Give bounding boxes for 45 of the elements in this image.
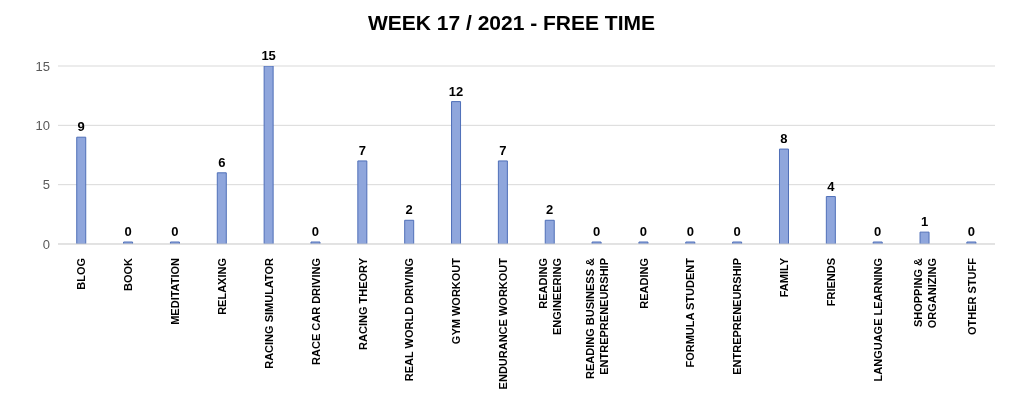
x-tick-label: READING BUSINESS & ENTREPRENEURSHIP xyxy=(583,257,610,380)
data-label: 1 xyxy=(920,214,929,230)
x-tick-label: REAL WORLD DRIVING xyxy=(403,258,416,382)
x-tick-label: BLOG xyxy=(75,258,88,290)
data-label: 2 xyxy=(405,202,413,218)
x-tick-label: RACE CAR DRIVING xyxy=(309,258,322,365)
x-tick-label: FORMULA STUDENT xyxy=(684,257,697,368)
data-label: 8 xyxy=(780,131,788,147)
y-tick-label: 5 xyxy=(42,177,50,193)
data-label: 7 xyxy=(358,142,366,158)
data-label: 4 xyxy=(827,178,836,194)
data-label: 2 xyxy=(546,202,554,218)
x-tick-label: BOOK xyxy=(122,257,135,291)
x-tick-label: ENDURANCE WORKOUT xyxy=(497,257,510,390)
x-tick-label: SHOPPING & ORGANIZING xyxy=(911,257,938,329)
data-label: 15 xyxy=(261,48,276,63)
chart-title: WEEK 17 / 2021 - FREE TIME xyxy=(366,10,657,36)
data-label: 12 xyxy=(448,83,464,99)
x-tick-label: ENTREPRENEURSHIP xyxy=(731,258,744,375)
x-tick-label: LANGUAGE LEARNING xyxy=(871,258,884,382)
x-tick-label: READING ENGINEERING xyxy=(536,258,563,336)
data-label: 0 xyxy=(124,224,132,239)
x-tick-label: OTHER STUFF xyxy=(965,257,978,335)
x-tick-label: FRIENDS xyxy=(825,258,838,307)
data-label: 9 xyxy=(77,119,85,135)
y-tick-label: 10 xyxy=(35,117,50,133)
y-tick-label: 15 xyxy=(35,58,50,74)
data-label: 0 xyxy=(639,224,648,239)
data-label: 7 xyxy=(499,142,507,158)
x-tick-label: MEDITATION xyxy=(169,257,182,325)
data-label: 0 xyxy=(686,224,694,239)
data-label: 0 xyxy=(311,224,320,239)
x-tick-label: READING xyxy=(637,258,650,309)
data-label: 0 xyxy=(592,224,601,239)
x-tick-label: RACING THEORY xyxy=(356,257,369,350)
x-tick-label: FAMILY xyxy=(778,257,791,298)
data-label: 0 xyxy=(967,224,976,239)
data-label: 0 xyxy=(733,224,741,239)
x-tick-label: GYM WORKOUT xyxy=(450,257,463,345)
data-label: 6 xyxy=(218,154,226,170)
x-tick-label: RELAXING xyxy=(215,258,228,315)
x-tick-label: RACING SIMULATOR xyxy=(262,257,275,369)
data-label: 0 xyxy=(171,224,179,239)
data-label: 0 xyxy=(874,224,882,239)
y-tick-label: 0 xyxy=(42,236,50,252)
